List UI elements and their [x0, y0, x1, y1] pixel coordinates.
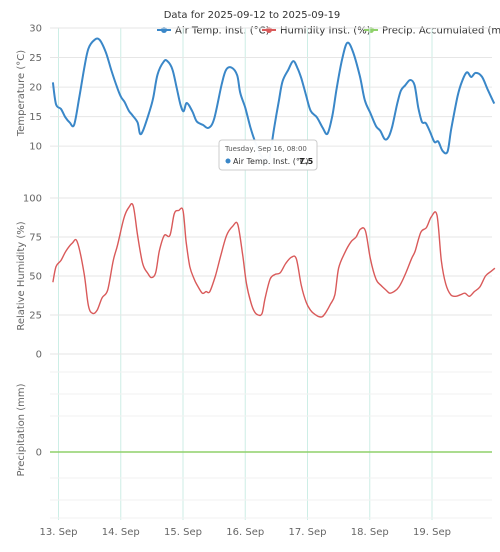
- tooltip-box: [218, 139, 318, 171]
- legend-item-label[interactable]: Humidity Inst. (%): [280, 26, 371, 37]
- tooltip: Tuesday, Sep 16, 08:00 Air Temp. Inst. (°…: [218, 139, 318, 171]
- y-tick-label: 10: [29, 142, 42, 153]
- y-axis-title: Temperature (°C): [16, 50, 27, 137]
- legend: Air Temp. Inst. (°C) Humidity Inst. (%) Pr…: [157, 26, 500, 37]
- axes: 13. Sep 14. Sep 15. Sep 16. Sep 17. Sep 18. S…: [16, 24, 451, 539]
- chart-title: Data for 2025-09-12 to 2025-09-19: [164, 10, 341, 21]
- y-tick-label: 0: [36, 448, 42, 459]
- y-tick-label: 75: [29, 233, 42, 244]
- y-tick-label: 25: [29, 53, 42, 64]
- y-tick-label: 15: [29, 112, 42, 123]
- x-tick-label: 18. Sep: [351, 527, 389, 538]
- x-tick-label: 13. Sep: [40, 527, 78, 538]
- tooltip-series-label: Air Temp. Inst. (°C):: [233, 157, 311, 166]
- x-tick-label: 15. Sep: [164, 527, 202, 538]
- tooltip-series-marker: [225, 158, 231, 164]
- y-tick-label: 0: [36, 350, 42, 361]
- y-tick-label: 100: [23, 194, 42, 205]
- y-tick-label: 30: [29, 24, 42, 35]
- x-tick-label: 19. Sep: [413, 527, 451, 538]
- y-tick-label: 20: [29, 83, 42, 94]
- y-axis-title: Precipitation (mm): [16, 383, 27, 476]
- tooltip-value: 7.5: [299, 157, 314, 166]
- x-tick-label: 17. Sep: [289, 527, 327, 538]
- legend-item-label[interactable]: Precip. Accumulated (mm): [382, 26, 500, 37]
- y-tick-label: 25: [29, 311, 42, 322]
- tooltip-header: Tuesday, Sep 16, 08:00: [224, 145, 307, 153]
- y-tick-label: 50: [29, 272, 42, 283]
- y-axis-title: Relative Humidity (%): [16, 221, 27, 330]
- legend-item-label[interactable]: Air Temp. Inst. (°C): [175, 26, 270, 37]
- x-tick-label: 16. Sep: [226, 527, 264, 538]
- x-tick-label: 14. Sep: [102, 527, 140, 538]
- series-line-humidity-inst: [52, 202, 496, 318]
